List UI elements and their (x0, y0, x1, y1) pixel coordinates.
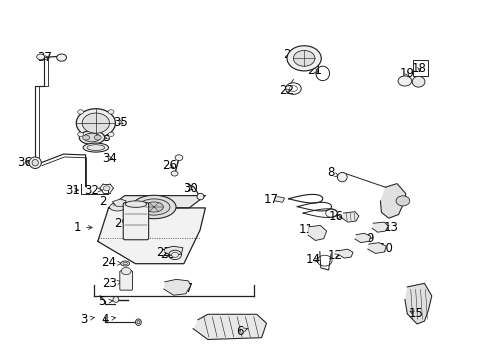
Circle shape (82, 135, 89, 140)
Ellipse shape (411, 76, 424, 87)
Ellipse shape (123, 262, 127, 265)
Ellipse shape (197, 193, 203, 200)
Text: 11: 11 (298, 223, 313, 236)
Circle shape (108, 110, 114, 114)
Circle shape (286, 46, 321, 71)
Circle shape (397, 76, 411, 86)
Circle shape (103, 186, 110, 191)
Text: 9: 9 (362, 232, 373, 245)
Polygon shape (354, 233, 370, 243)
Circle shape (171, 171, 178, 176)
Ellipse shape (87, 145, 104, 150)
Text: 31: 31 (65, 184, 80, 197)
Circle shape (395, 196, 409, 206)
Circle shape (94, 135, 101, 140)
Ellipse shape (337, 172, 346, 182)
Text: 12: 12 (327, 249, 342, 262)
Text: 7: 7 (391, 201, 404, 213)
Text: 16: 16 (328, 210, 343, 223)
Ellipse shape (135, 319, 141, 325)
Ellipse shape (109, 203, 125, 211)
Text: 34: 34 (102, 152, 117, 165)
Ellipse shape (79, 131, 104, 144)
Text: 6: 6 (235, 325, 247, 338)
Text: 17: 17 (263, 193, 281, 206)
Ellipse shape (29, 157, 41, 168)
Text: 10: 10 (378, 242, 393, 255)
Ellipse shape (113, 297, 119, 302)
Ellipse shape (132, 195, 176, 219)
Text: 1: 1 (73, 221, 92, 234)
Polygon shape (112, 199, 126, 206)
Text: 18: 18 (411, 62, 426, 75)
Circle shape (108, 132, 114, 136)
Circle shape (57, 54, 66, 61)
Text: 8: 8 (326, 166, 338, 179)
Text: 33: 33 (96, 131, 111, 144)
Circle shape (37, 54, 44, 60)
Ellipse shape (144, 202, 163, 212)
FancyBboxPatch shape (123, 203, 148, 240)
Text: 22: 22 (279, 84, 293, 97)
Text: 13: 13 (383, 221, 398, 234)
Text: 19: 19 (399, 67, 413, 80)
Ellipse shape (83, 143, 108, 152)
Text: 25: 25 (156, 246, 170, 259)
Text: 15: 15 (407, 307, 422, 320)
Ellipse shape (138, 199, 170, 215)
Polygon shape (342, 212, 358, 222)
Polygon shape (164, 246, 183, 256)
Polygon shape (371, 222, 387, 232)
Polygon shape (338, 249, 352, 258)
Text: 21: 21 (307, 64, 322, 77)
Ellipse shape (121, 261, 129, 266)
FancyBboxPatch shape (120, 271, 132, 290)
Text: 4: 4 (101, 313, 115, 326)
Polygon shape (163, 279, 190, 295)
Circle shape (171, 252, 178, 257)
Text: 20: 20 (283, 48, 297, 60)
Polygon shape (98, 208, 205, 264)
Polygon shape (367, 243, 386, 253)
Text: 5: 5 (98, 295, 113, 308)
Polygon shape (380, 184, 405, 218)
Polygon shape (404, 283, 431, 324)
Text: 35: 35 (113, 116, 127, 129)
Text: 30: 30 (183, 182, 198, 195)
Text: 28: 28 (160, 248, 174, 261)
Circle shape (175, 155, 183, 161)
Circle shape (76, 109, 115, 138)
Ellipse shape (32, 159, 38, 166)
Text: 29: 29 (114, 217, 128, 230)
Polygon shape (108, 195, 205, 208)
Circle shape (293, 50, 314, 66)
Text: 37: 37 (38, 51, 52, 64)
Text: 2: 2 (99, 195, 118, 208)
Text: 36: 36 (17, 156, 32, 169)
Text: 27: 27 (178, 282, 193, 295)
Circle shape (78, 132, 83, 136)
Text: 23: 23 (102, 277, 121, 290)
Text: 14: 14 (305, 253, 320, 266)
Circle shape (121, 267, 131, 275)
Circle shape (78, 110, 83, 114)
Text: 26: 26 (162, 159, 176, 172)
Polygon shape (274, 197, 284, 202)
Ellipse shape (125, 201, 146, 207)
Polygon shape (193, 314, 266, 339)
Circle shape (82, 113, 109, 133)
Text: 3: 3 (80, 313, 94, 326)
Ellipse shape (137, 321, 140, 324)
Text: 32: 32 (84, 184, 102, 197)
Ellipse shape (83, 133, 100, 142)
Text: 24: 24 (101, 256, 122, 269)
Polygon shape (307, 225, 326, 240)
